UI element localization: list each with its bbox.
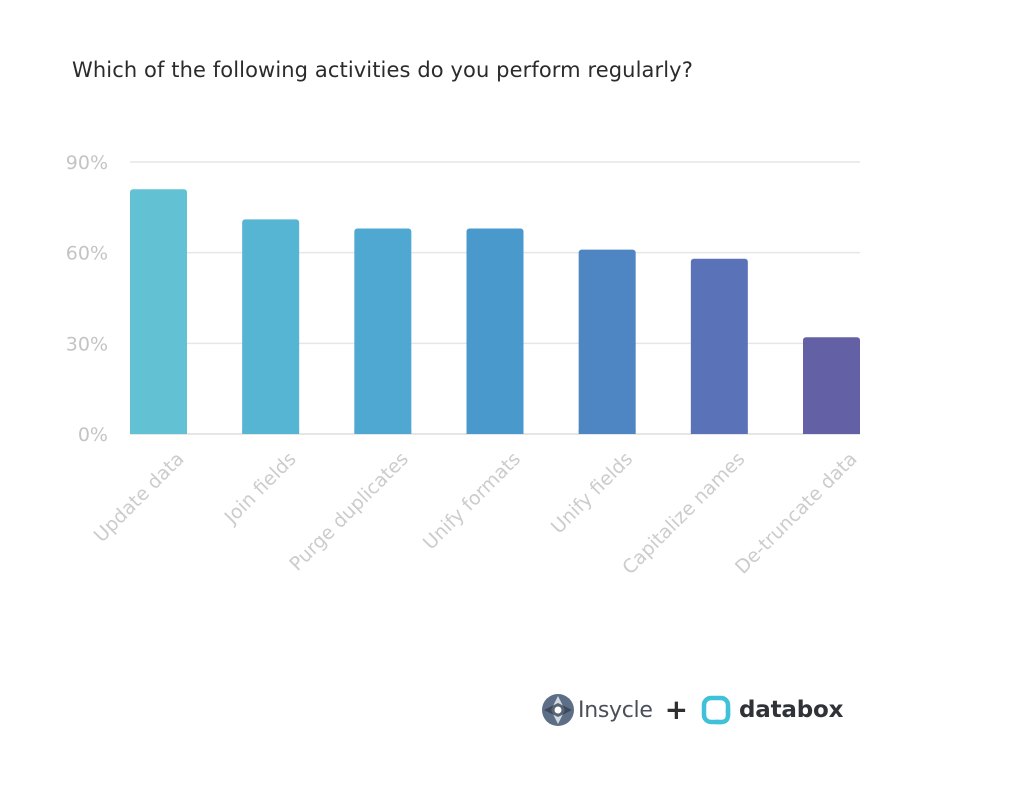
insycle-logo-icon [542,694,574,726]
y-tick-label: 30% [66,333,108,355]
y-tick-label: 0% [78,424,108,446]
bar [803,337,860,434]
x-category-label: Unify formats [419,448,525,554]
y-tick-label: 90% [66,152,108,174]
x-category-label: De-truncate data [731,448,862,579]
bars [130,189,860,434]
y-tick-label: 60% [66,243,108,265]
bar-base [803,430,860,434]
x-category-label: Purge duplicates [285,448,412,575]
bar [242,219,300,434]
plus-sign: + [664,693,689,726]
x-category-label: Capitalize names [618,448,749,579]
y-axis-ticks: 0% 30% 60% 90% [66,152,108,446]
bar-base [130,430,187,434]
x-category-label: Unify fields [547,448,637,538]
bar-base [242,430,300,434]
bar [130,189,187,434]
bar [354,228,412,434]
bar [466,228,524,434]
databox-logo-icon [701,695,731,725]
bar-base [354,430,412,434]
bar-base [578,430,636,434]
bar-base [466,430,524,434]
bar [690,258,748,434]
x-category-label: Join fields [220,448,301,529]
bar-base [690,430,748,434]
chart-title: Which of the following activities do you… [72,58,693,82]
databox-brand: databox [739,697,844,723]
x-category-label: Update data [90,448,189,547]
footer-branding: Insycle + databox [541,690,843,730]
bar [578,249,636,434]
insycle-brand: Insycle [578,697,653,723]
